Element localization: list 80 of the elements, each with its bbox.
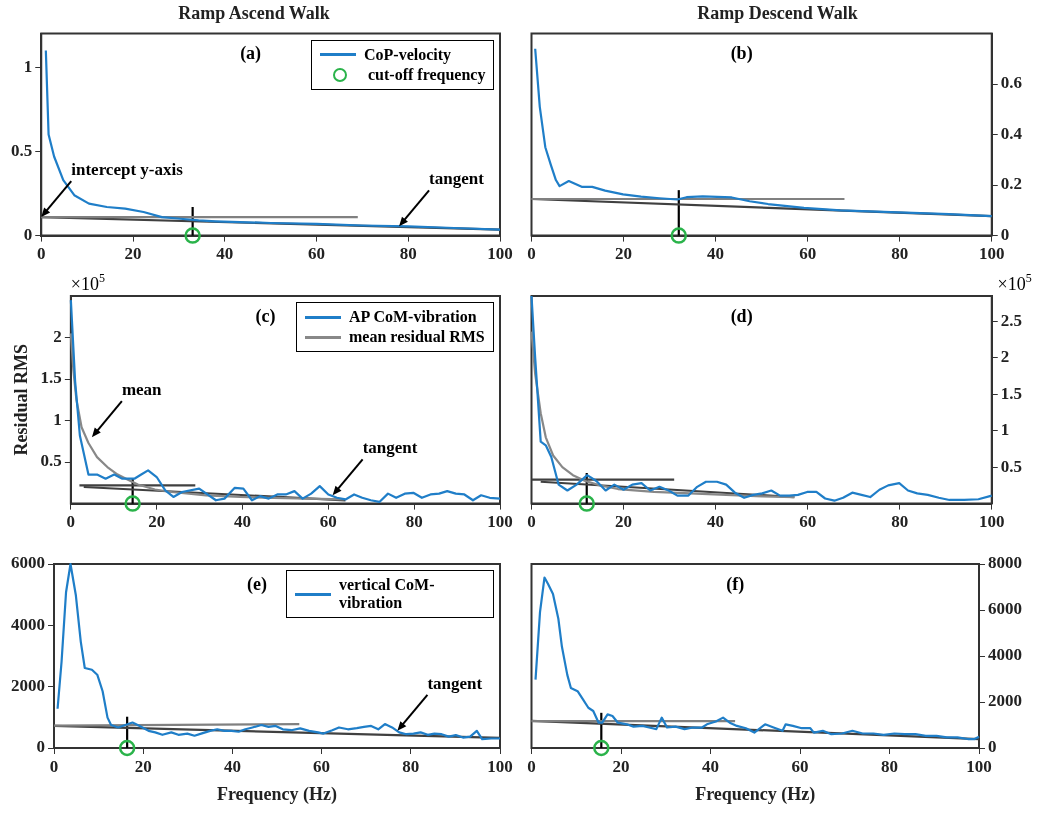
- x-tick-label: 40: [707, 512, 725, 532]
- x-tick-label: 60: [799, 244, 817, 264]
- annotation: tangent: [427, 673, 483, 693]
- x-tick-label: 60: [799, 512, 817, 532]
- y2-tick-label: 1: [1000, 420, 1010, 440]
- x-tick-label: 100: [487, 512, 513, 532]
- text: (b): [730, 43, 753, 65]
- annotation: intercept y-axis: [71, 160, 184, 180]
- x-tick-label: 0: [527, 244, 536, 264]
- x-axis-title: Frequency (Hz): [695, 783, 816, 805]
- x-tick-label: 20: [615, 244, 633, 264]
- y2-tick-label: 2000: [988, 691, 1022, 711]
- x-tick-label: 80: [881, 756, 898, 776]
- x-tick-label: 100: [487, 244, 513, 264]
- x-tick-label: 20: [124, 244, 142, 264]
- x-tick-label: 60: [319, 512, 337, 532]
- chart-title: Ramp Ascend Walk: [178, 3, 330, 24]
- x-tick-label: 80: [405, 512, 423, 532]
- y2-tick-label: 0: [1000, 224, 1010, 244]
- y2-tick-label: 2: [1000, 347, 1010, 367]
- x-tick-label: 80: [891, 244, 909, 264]
- x-tick-label: 40: [223, 756, 241, 776]
- y-tick-label: 0: [23, 224, 33, 244]
- y-tick-label: 0: [36, 737, 45, 757]
- y-axis-title: Residual RMS: [11, 344, 32, 456]
- x-tick-label: 40: [216, 244, 234, 264]
- x-tick-label: 20: [612, 756, 630, 776]
- x-tick-label: 60: [313, 756, 331, 776]
- text: (e): [247, 573, 267, 595]
- legend-label: cut-off frequency: [368, 65, 486, 84]
- y2-tick-label: 0.6: [1000, 73, 1022, 93]
- y-tick-label: 0.5: [11, 140, 33, 160]
- x-tick-label: 80: [402, 756, 420, 776]
- x-tick-label: 20: [615, 512, 633, 532]
- y-tick-label: 2000: [11, 676, 45, 696]
- x-tick-label: 40: [234, 512, 252, 532]
- y2-tick-label: 0.4: [1000, 123, 1023, 143]
- annotation: tangent: [362, 438, 418, 458]
- y2-tick-label: 0: [988, 737, 997, 757]
- legend-label: vertical CoM-vibration: [339, 576, 436, 612]
- x-axis-title: Frequency (Hz): [216, 783, 338, 805]
- x-tick-label: 80: [399, 244, 417, 264]
- annotation: tangent: [429, 169, 485, 189]
- annotation: mean: [121, 380, 163, 400]
- x-tick-label: 40: [707, 244, 725, 264]
- y2-tick-label: 2.5: [1000, 310, 1022, 330]
- y2-tick-label: 0.2: [1000, 174, 1022, 194]
- y2-tick-label: 8000: [988, 553, 1022, 573]
- legend-label: AP CoM-vibration: [349, 308, 477, 326]
- x-tick-label: 20: [134, 756, 152, 776]
- x-tick-label: 0: [66, 512, 76, 532]
- legend-label: CoP-velocity: [364, 45, 452, 64]
- x-tick-label: 100: [979, 512, 1005, 532]
- text: (f): [726, 573, 745, 595]
- chart-title: Ramp Descend Walk: [697, 3, 858, 24]
- x-tick-label: 40: [702, 756, 719, 776]
- x-tick-label: 0: [527, 512, 536, 532]
- y-tick-label: 2: [53, 326, 62, 346]
- y-tick-label: 0.5: [40, 451, 62, 471]
- y-tick-label: 1.5: [40, 368, 62, 388]
- text: (d): [730, 305, 753, 327]
- y-tick-label: 1: [53, 409, 62, 429]
- y2-tick-label: 0.5: [1000, 456, 1022, 476]
- x-tick-label: 60: [791, 756, 809, 776]
- text: (a): [240, 43, 262, 65]
- x-tick-label: 100: [979, 244, 1005, 264]
- y2-tick-label: 4000: [988, 645, 1022, 665]
- y-tick-label: 4000: [11, 614, 45, 634]
- x-tick-label: 20: [148, 512, 166, 532]
- x-tick-label: 100: [487, 756, 513, 776]
- text: (c): [255, 305, 276, 327]
- x-tick-label: 100: [966, 756, 992, 776]
- y2-tick-label: 6000: [988, 599, 1022, 619]
- x-tick-label: 60: [308, 244, 325, 264]
- legend-label: mean residual RMS: [349, 328, 485, 346]
- y-tick-label: 1: [23, 56, 33, 76]
- x-tick-label: 0: [527, 756, 536, 776]
- y-tick-label: 6000: [11, 553, 45, 573]
- y2-tick-label: 1.5: [1000, 383, 1022, 403]
- x-tick-label: 80: [891, 512, 909, 532]
